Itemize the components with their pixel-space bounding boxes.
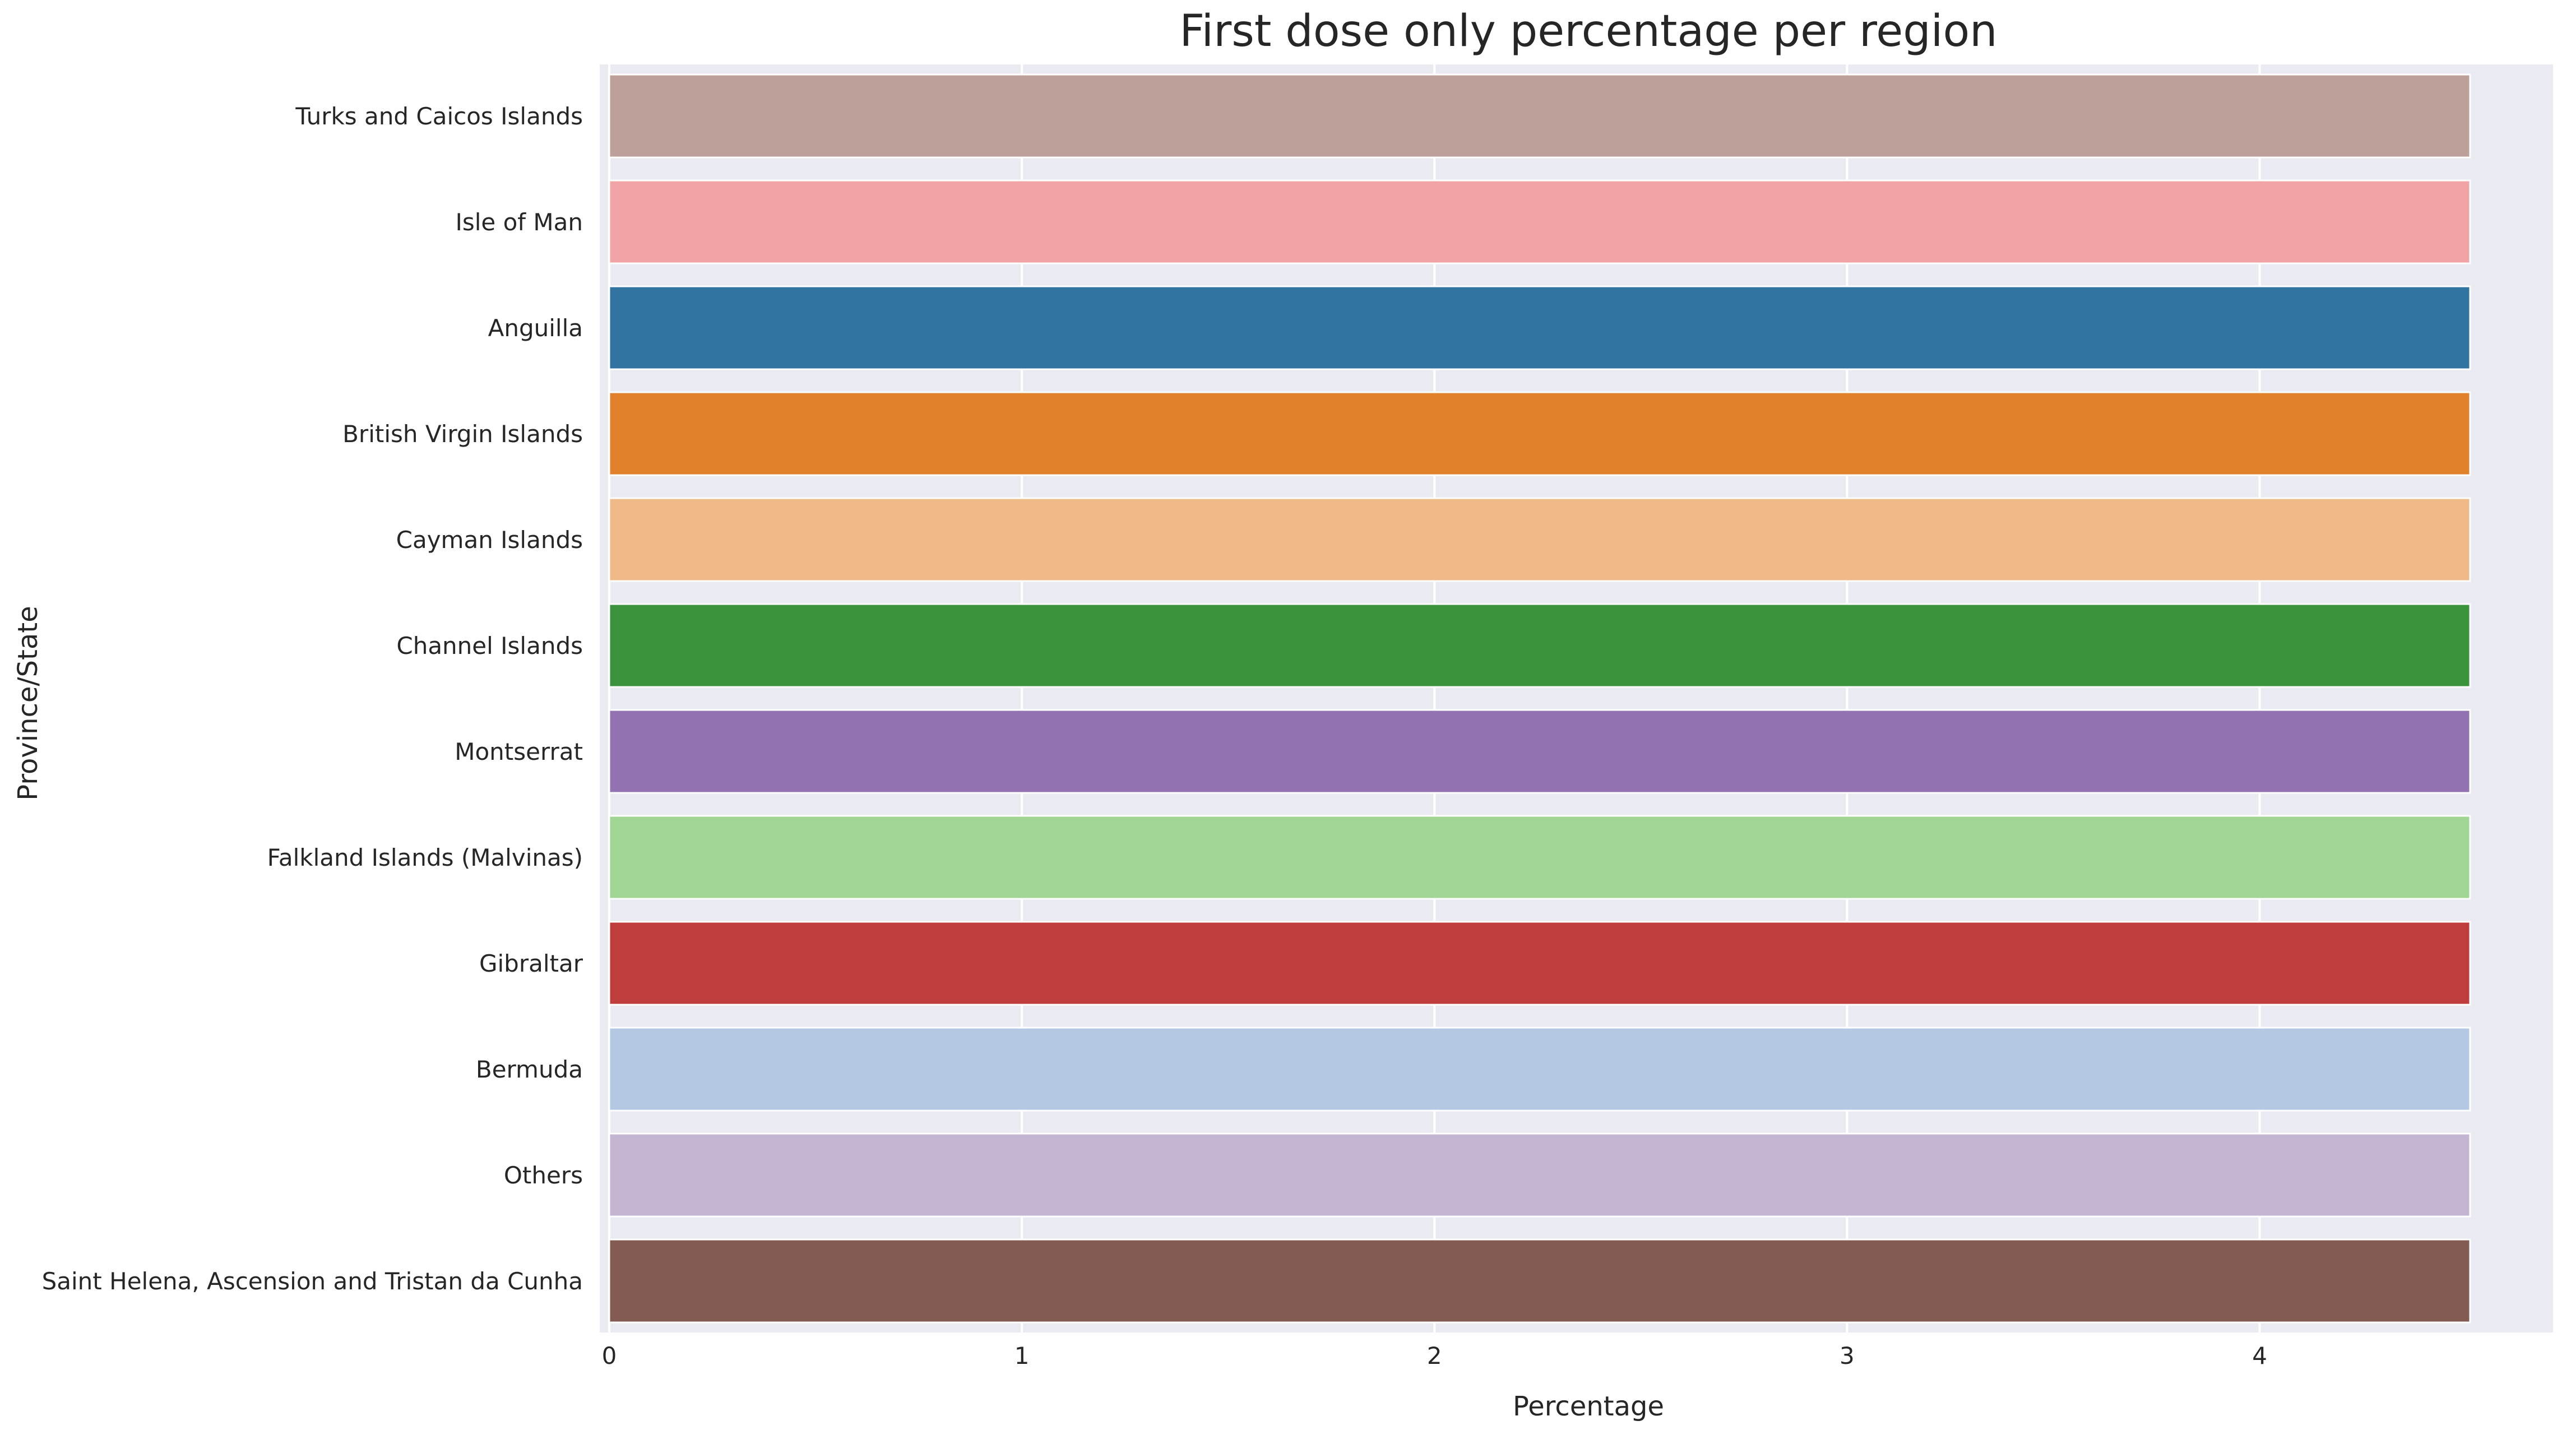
x-tick-label-2: 2 [1427,1342,1442,1369]
bar-11 [608,1238,2471,1324]
y-tick-label-0: Turks and Caicos Islands [295,103,583,130]
x-axis-label: Percentage [1513,1391,1664,1422]
y-tick-label-9: Bermuda [476,1056,583,1083]
bar-10 [608,1132,2471,1218]
y-tick-labels: Turks and Caicos Islands Isle of Man Angui… [42,103,583,1295]
bar-1 [608,179,2471,264]
bar-4 [608,497,2471,582]
y-tick-label-6: Montserrat [455,738,583,765]
bar-7 [608,815,2471,900]
y-tick-label-5: Channel Islands [396,632,583,660]
bar-2 [608,285,2471,370]
y-tick-label-7: Falkland Islands (Malvinas) [267,844,583,871]
bar-0 [608,73,2471,159]
x-tick-label-3: 3 [1840,1342,1855,1369]
y-tick-label-4: Cayman Islands [396,526,583,554]
y-tick-label-2: Anguilla [488,314,583,342]
bar-6 [608,709,2471,794]
chart-title: First dose only percentage per region [1179,6,1997,57]
plot-area [600,64,2553,1332]
y-tick-label-10: Others [504,1162,583,1189]
y-tick-label-8: Gibraltar [479,950,583,977]
x-tick-labels: 0 1 2 3 4 [602,1342,2267,1369]
gridlines [608,64,2261,1332]
bar-3 [608,391,2471,476]
y-tick-label-3: British Virgin Islands [342,420,583,448]
bar-5 [608,603,2471,688]
x-tick-label-1: 1 [1014,1342,1030,1369]
y-tick-label-11: Saint Helena, Ascension and Tristan da C… [42,1268,583,1295]
bars [608,73,2471,1324]
x-tick-label-0: 0 [602,1342,617,1369]
x-tick-label-4: 4 [2252,1342,2267,1369]
y-tick-label-1: Isle of Man [455,208,583,236]
bar-9 [608,1027,2471,1112]
bar-8 [608,921,2471,1006]
y-axis-label: Province/State [12,606,44,800]
